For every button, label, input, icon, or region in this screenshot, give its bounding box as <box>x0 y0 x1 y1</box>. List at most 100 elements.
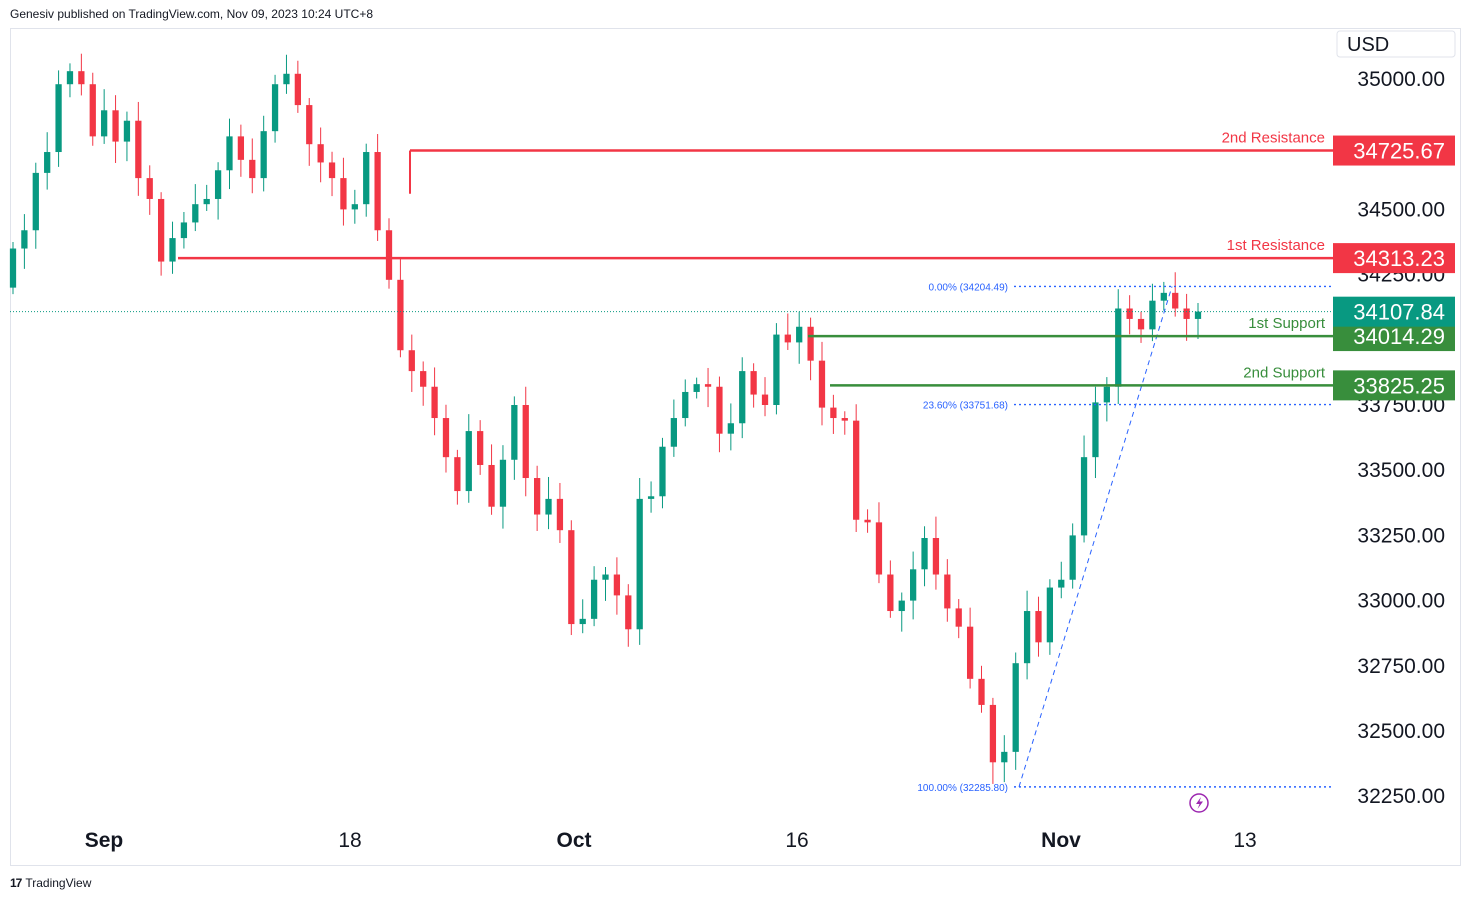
candle-body <box>875 522 883 575</box>
candle-body <box>408 350 415 372</box>
time-tick-label: 13 <box>1233 829 1256 852</box>
fib-level-label: 100.00% (32285.80) <box>917 783 1008 794</box>
tradingview-logo-icon[interactable]: 17 <box>10 876 22 890</box>
candle-body <box>887 574 894 612</box>
price-badge-resistance-1-bg <box>1333 243 1455 274</box>
candle-body <box>1069 535 1076 580</box>
candle-body <box>921 538 928 570</box>
level-name-resistance-1: 1st Resistance <box>1227 237 1325 254</box>
candle-body <box>32 172 39 231</box>
candle-body <box>716 386 723 434</box>
candle-body <box>420 371 427 387</box>
candle-body <box>1137 318 1145 330</box>
candle-body <box>784 334 791 343</box>
candle-body <box>488 464 495 507</box>
fib-level-label: 23.60% (33751.68) <box>923 401 1008 412</box>
candle-body <box>750 371 757 395</box>
candle-body <box>522 405 529 479</box>
currency-box[interactable] <box>1336 30 1456 58</box>
candle-body <box>169 238 176 262</box>
candle-body <box>955 608 962 627</box>
candle-body <box>1194 311 1202 319</box>
time-tick-label: Oct <box>556 829 591 852</box>
candle-body <box>1058 579 1065 588</box>
candle-body <box>385 230 393 280</box>
price-tick-label: 34500.00 <box>1357 198 1445 221</box>
candle-body <box>1012 663 1019 752</box>
candle-body <box>340 178 347 210</box>
candle-body <box>773 334 780 405</box>
candle-body <box>1103 386 1110 403</box>
candle-body <box>271 84 279 132</box>
candle-body <box>454 457 461 492</box>
candle-body <box>568 530 575 625</box>
candle-body <box>1080 457 1088 536</box>
candle-body <box>442 418 450 458</box>
candle-body <box>135 120 142 179</box>
candle-body <box>739 371 746 424</box>
candle-body <box>602 574 609 580</box>
candle-body <box>830 407 837 419</box>
candle-body <box>157 198 165 262</box>
price-badge-support-1: 34014.29 <box>1353 324 1445 349</box>
candle-body <box>1160 292 1167 301</box>
level-name-support-2: 2nd Support <box>1243 364 1326 381</box>
fib-trend-line <box>1018 286 1173 788</box>
candle-body <box>1092 402 1099 458</box>
candle-body <box>374 152 381 231</box>
price-badge-current: 34107.84 <box>1353 300 1445 325</box>
candle-body <box>328 162 336 179</box>
candle-body <box>1115 308 1122 387</box>
candle-body <box>1172 292 1179 309</box>
candle-body <box>260 131 267 179</box>
candle-body <box>66 71 74 85</box>
price-tick-label: 35000.00 <box>1357 68 1445 91</box>
candle-body <box>989 704 997 763</box>
candle-body <box>363 152 370 205</box>
candle-body <box>796 326 803 343</box>
candle-body <box>1183 308 1190 319</box>
candle-body <box>112 110 119 142</box>
price-tick-label: 32250.00 <box>1357 785 1445 808</box>
candle-body <box>545 498 552 515</box>
price-tick-label: 33500.00 <box>1357 459 1445 482</box>
price-tick-label: 33000.00 <box>1357 590 1445 613</box>
candle-body <box>499 459 507 507</box>
publisher-header: Genesiv published on TradingView.com, No… <box>10 7 373 21</box>
lightning-icon-glyph <box>1196 797 1203 809</box>
candle-body <box>351 204 358 210</box>
candle-body <box>579 618 586 625</box>
candle-body <box>9 248 17 288</box>
candle-body <box>704 384 712 387</box>
fib-level-label: 0.00% (34204.49) <box>928 282 1008 293</box>
candle-body <box>727 423 734 434</box>
candle-body <box>78 71 85 85</box>
candle-body <box>226 136 233 171</box>
candle-body <box>944 574 951 609</box>
candle-body <box>283 73 290 85</box>
candle-body <box>932 538 940 575</box>
candle-body <box>192 204 199 223</box>
candle-body <box>511 405 518 460</box>
time-tick-label: 18 <box>338 829 361 852</box>
candle-body <box>625 595 632 630</box>
candle-body <box>659 446 666 497</box>
candle-body <box>534 478 541 515</box>
candle-body <box>853 420 860 520</box>
candle-body <box>214 170 222 199</box>
price-badge-support-2: 33825.25 <box>1353 373 1445 398</box>
candle-body <box>556 498 564 531</box>
candle-body <box>682 391 689 419</box>
candle-body <box>21 230 28 249</box>
candle-body <box>647 496 655 499</box>
candle-body <box>613 574 621 596</box>
candle-body <box>1035 611 1042 643</box>
candle-body <box>55 84 62 153</box>
candle-body <box>477 431 484 465</box>
candle-body <box>693 384 700 392</box>
candle-body <box>864 519 871 523</box>
price-badge-resistance-1: 34313.23 <box>1353 246 1445 271</box>
currency-label: USD <box>1347 34 1389 56</box>
footer-brand[interactable]: TradingView <box>25 876 92 890</box>
